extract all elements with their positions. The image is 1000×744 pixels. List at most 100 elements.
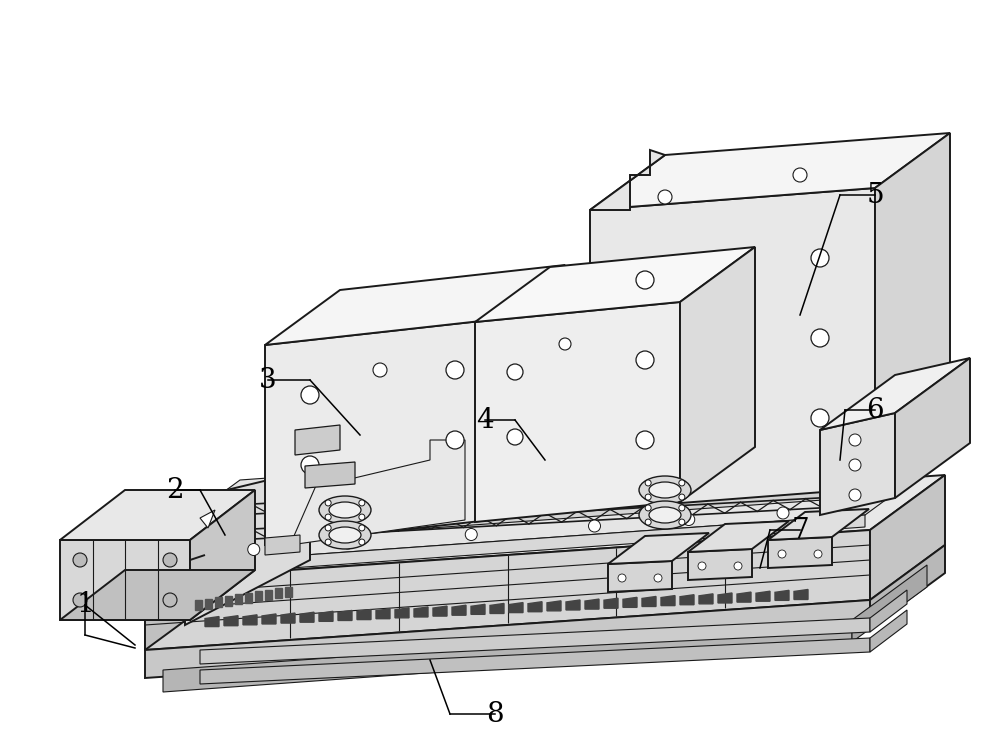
Polygon shape [475, 247, 755, 322]
Text: 6: 6 [866, 397, 884, 423]
Polygon shape [200, 510, 215, 528]
Circle shape [679, 519, 685, 525]
Polygon shape [195, 600, 202, 610]
Polygon shape [165, 485, 865, 547]
Ellipse shape [639, 501, 691, 529]
Circle shape [645, 505, 651, 511]
Circle shape [636, 431, 654, 449]
Polygon shape [165, 460, 940, 565]
Circle shape [645, 494, 651, 500]
Polygon shape [225, 595, 232, 606]
Polygon shape [190, 490, 255, 620]
Circle shape [811, 409, 829, 427]
Circle shape [359, 525, 365, 531]
Polygon shape [775, 590, 789, 600]
Ellipse shape [319, 496, 371, 524]
Polygon shape [300, 612, 314, 622]
Polygon shape [875, 133, 950, 488]
Polygon shape [163, 620, 852, 692]
Polygon shape [528, 602, 542, 612]
Polygon shape [376, 609, 390, 619]
Polygon shape [509, 603, 523, 612]
Circle shape [507, 364, 523, 380]
Circle shape [359, 514, 365, 520]
Text: 4: 4 [476, 406, 494, 434]
Circle shape [301, 456, 319, 474]
Polygon shape [870, 545, 945, 628]
Circle shape [163, 593, 177, 607]
Polygon shape [275, 588, 282, 598]
Polygon shape [590, 133, 950, 210]
Polygon shape [185, 470, 310, 625]
Polygon shape [768, 537, 832, 568]
Circle shape [636, 271, 654, 289]
Polygon shape [60, 570, 255, 620]
Circle shape [658, 190, 672, 204]
Circle shape [698, 562, 706, 570]
Circle shape [373, 363, 387, 377]
Polygon shape [688, 549, 752, 580]
Circle shape [811, 249, 829, 267]
Polygon shape [145, 600, 870, 678]
Polygon shape [642, 597, 656, 606]
Circle shape [73, 553, 87, 567]
Polygon shape [661, 596, 675, 606]
Polygon shape [165, 430, 940, 535]
Polygon shape [820, 413, 895, 515]
Polygon shape [566, 600, 580, 610]
Polygon shape [737, 592, 751, 602]
Polygon shape [60, 490, 255, 540]
Polygon shape [281, 613, 295, 623]
Polygon shape [433, 606, 447, 616]
Polygon shape [205, 617, 219, 626]
Ellipse shape [329, 502, 361, 518]
Circle shape [654, 574, 662, 582]
Polygon shape [699, 594, 713, 604]
Text: 7: 7 [791, 516, 809, 544]
Polygon shape [870, 590, 907, 632]
Polygon shape [820, 358, 970, 430]
Circle shape [325, 514, 331, 520]
Polygon shape [235, 594, 242, 604]
Polygon shape [870, 475, 945, 600]
Circle shape [359, 500, 365, 506]
Polygon shape [852, 565, 927, 642]
Circle shape [683, 513, 695, 525]
Polygon shape [290, 440, 465, 545]
Circle shape [849, 434, 861, 446]
Polygon shape [245, 592, 252, 603]
Circle shape [446, 431, 464, 449]
Polygon shape [255, 591, 262, 601]
Polygon shape [680, 594, 694, 605]
Polygon shape [680, 247, 755, 502]
Polygon shape [608, 533, 709, 564]
Polygon shape [414, 607, 428, 617]
Polygon shape [604, 598, 618, 608]
Circle shape [342, 537, 354, 549]
Circle shape [325, 525, 331, 531]
Polygon shape [718, 593, 732, 603]
Circle shape [778, 550, 786, 558]
Circle shape [588, 520, 600, 532]
Polygon shape [585, 599, 599, 609]
Polygon shape [756, 591, 770, 601]
Circle shape [301, 386, 319, 404]
Circle shape [325, 539, 331, 545]
Polygon shape [305, 462, 355, 488]
Polygon shape [590, 150, 665, 210]
Polygon shape [870, 610, 907, 652]
Polygon shape [608, 561, 672, 592]
Ellipse shape [329, 527, 361, 543]
Circle shape [849, 489, 861, 501]
Polygon shape [200, 618, 870, 664]
Circle shape [811, 329, 829, 347]
Polygon shape [623, 597, 637, 607]
Circle shape [248, 544, 260, 556]
Polygon shape [205, 598, 212, 609]
Polygon shape [145, 530, 870, 650]
Polygon shape [319, 612, 333, 621]
Polygon shape [547, 601, 561, 611]
Polygon shape [145, 525, 220, 650]
Polygon shape [285, 586, 292, 597]
Polygon shape [768, 509, 869, 540]
